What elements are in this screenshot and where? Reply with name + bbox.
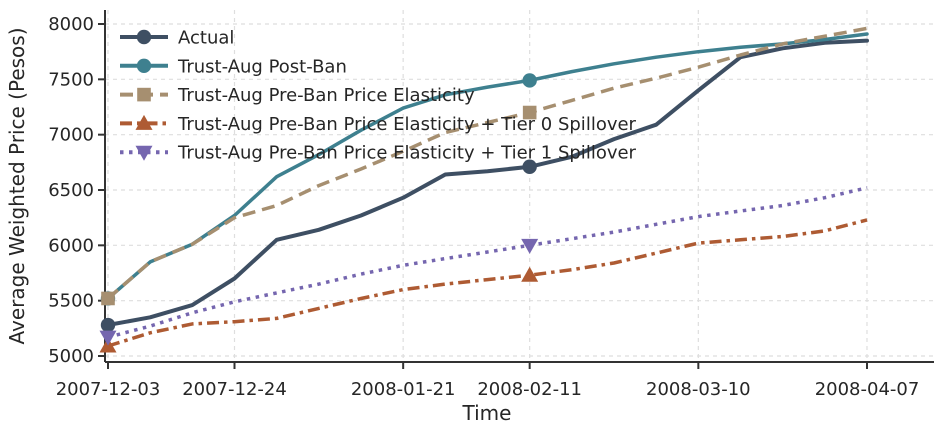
series-line-3 <box>107 218 868 348</box>
y-tick-label: 8000 <box>48 14 94 35</box>
legend-item: Trust-Aug Pre-Ban Price Elasticity <box>120 85 475 106</box>
y-tick-label: 6000 <box>48 235 94 256</box>
series-lines <box>99 26 869 353</box>
gridlines <box>105 10 934 362</box>
y-tick-label: 7500 <box>48 69 94 90</box>
series-marker-3 <box>521 266 539 282</box>
x-tick-label: 2007-12-03 <box>56 379 161 400</box>
series-marker-4 <box>521 238 539 254</box>
x-tick-label: 2008-04-07 <box>815 379 920 400</box>
series-marker-2 <box>522 105 537 120</box>
legend-item: Trust-Aug Pre-Ban Price Elasticity + Tie… <box>120 143 637 164</box>
legend-label: Trust-Aug Pre-Ban Price Elasticity <box>177 85 475 106</box>
series-marker-2 <box>101 291 115 306</box>
series-line-4 <box>107 186 868 339</box>
legend-label: Actual <box>178 28 234 49</box>
axes: 5000 5500 6000 6500 7000 7500 8000 2007-12-03 20… <box>48 10 934 400</box>
legend-marker <box>135 145 153 161</box>
series-marker-0 <box>522 159 537 174</box>
x-tick-label: 2007-12-24 <box>182 379 287 400</box>
legend-label: Trust-Aug Pre-Ban Price Elasticity + Tie… <box>177 143 637 164</box>
x-tick-label: 2008-02-11 <box>477 379 582 400</box>
legend-item: Trust-Aug Post-Ban <box>120 56 347 77</box>
legend-label: Trust-Aug Post-Ban <box>177 56 347 77</box>
series-marker-1 <box>522 73 537 88</box>
legend: Actual Trust-Aug Post-Ban Trust-Aug Pre-Ba… <box>120 28 637 164</box>
y-tick-label: 5000 <box>48 346 94 367</box>
series-marker-4 <box>99 330 117 346</box>
x-axis-title: Time <box>462 401 512 425</box>
series-marker-0 <box>100 317 116 333</box>
legend-marker <box>135 114 153 130</box>
y-tick-label: 5500 <box>48 291 94 312</box>
series-line-2 <box>106 26 868 300</box>
series-line-0 <box>106 38 869 327</box>
legend-label: Trust-Aug Pre-Ban Price Elasticity + Tie… <box>177 114 637 135</box>
x-tick-label: 2008-03-10 <box>646 379 751 400</box>
y-axis-title: Average Weighted Price (Pesos) <box>5 27 29 344</box>
legend-item: Actual <box>120 28 234 49</box>
legend-item: Trust-Aug Pre-Ban Price Elasticity + Tie… <box>120 114 637 135</box>
y-tick-label: 6500 <box>48 180 94 201</box>
legend-marker <box>137 87 151 102</box>
y-tick-label: 7000 <box>48 125 94 146</box>
x-tick-label: 2008-01-21 <box>351 379 456 400</box>
legend-marker <box>136 58 152 73</box>
series-line-1 <box>106 32 869 301</box>
legend-marker <box>136 29 152 45</box>
